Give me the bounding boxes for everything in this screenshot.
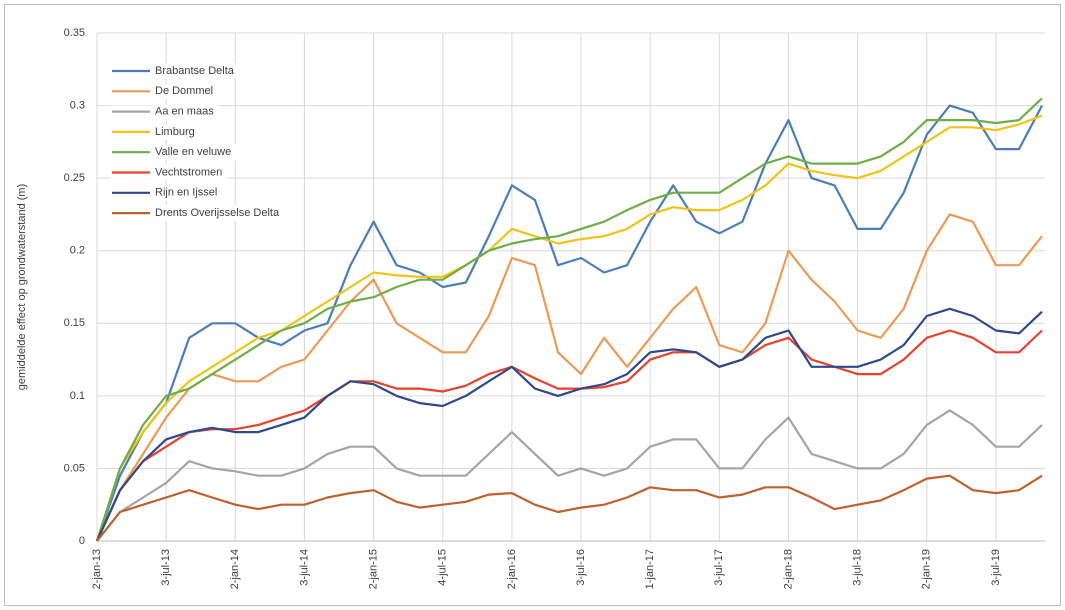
series-line (95, 329, 1043, 542)
legend-label: Rijn en Ijssel (155, 187, 217, 199)
legend-label: Brabantse Delta (155, 65, 235, 77)
legend-label-bg (152, 63, 239, 79)
legend-label-bg (152, 164, 228, 181)
y-tick-label: 0.05 (64, 462, 85, 474)
y-axis-label: gemiddelde effect op grondwaterstand (m) (16, 184, 28, 390)
x-tick-label: 2-jan-13 (91, 549, 103, 589)
x-tick-label: 3-jul-19 (990, 549, 1002, 586)
y-tick-label: 0.15 (64, 317, 85, 329)
series-line (95, 104, 1043, 542)
y-tick-label: 0.25 (64, 172, 85, 184)
x-tick-label: 2-jan-16 (506, 549, 518, 589)
series-line (95, 97, 1043, 542)
x-tick-label: 1-jan-17 (644, 549, 656, 589)
series-line (95, 114, 1043, 542)
x-tick-label: 3-jul-17 (713, 549, 725, 586)
legend-label: Drents Overijsselse Delta (155, 207, 280, 219)
y-tick-label: 0.3 (70, 99, 85, 111)
legend-label: Vechtstromen (155, 166, 222, 178)
x-tick-label: 2-jan-14 (229, 549, 241, 589)
legend-label: Limburg (155, 126, 195, 138)
legend-label: Valle en veluwe (155, 146, 231, 158)
series-line (95, 307, 1043, 542)
x-tick-label: 2-jan-18 (782, 549, 794, 589)
legend-label-bg (152, 205, 285, 222)
y-tick-label: 0.1 (70, 390, 85, 402)
legend-label: Aa en maas (155, 106, 214, 118)
x-tick-label: 2-jan-15 (367, 549, 379, 589)
x-tick-label: 3-jul-16 (575, 549, 587, 586)
x-tick-label: 4-jul-15 (437, 549, 449, 586)
x-tick-label: 3-jul-18 (852, 549, 864, 586)
series-line (96, 409, 1043, 542)
y-tick-label: 0.35 (64, 27, 85, 39)
x-tick-label: 2-jan-19 (921, 549, 933, 589)
series-line (96, 474, 1043, 542)
legend-label: De Dommel (155, 85, 213, 97)
legend-label-bg (152, 103, 219, 120)
legend-label-bg (152, 144, 237, 161)
legend-label-bg (152, 184, 223, 201)
series-line (95, 213, 1043, 542)
legend-label-bg (152, 83, 219, 100)
y-tick-label: 0 (79, 535, 85, 547)
x-tick-label: 3-jul-14 (298, 549, 310, 586)
x-tick-label: 3-jul-13 (160, 549, 172, 586)
y-tick-label: 0.2 (70, 245, 85, 257)
legend-label-bg (152, 123, 200, 140)
